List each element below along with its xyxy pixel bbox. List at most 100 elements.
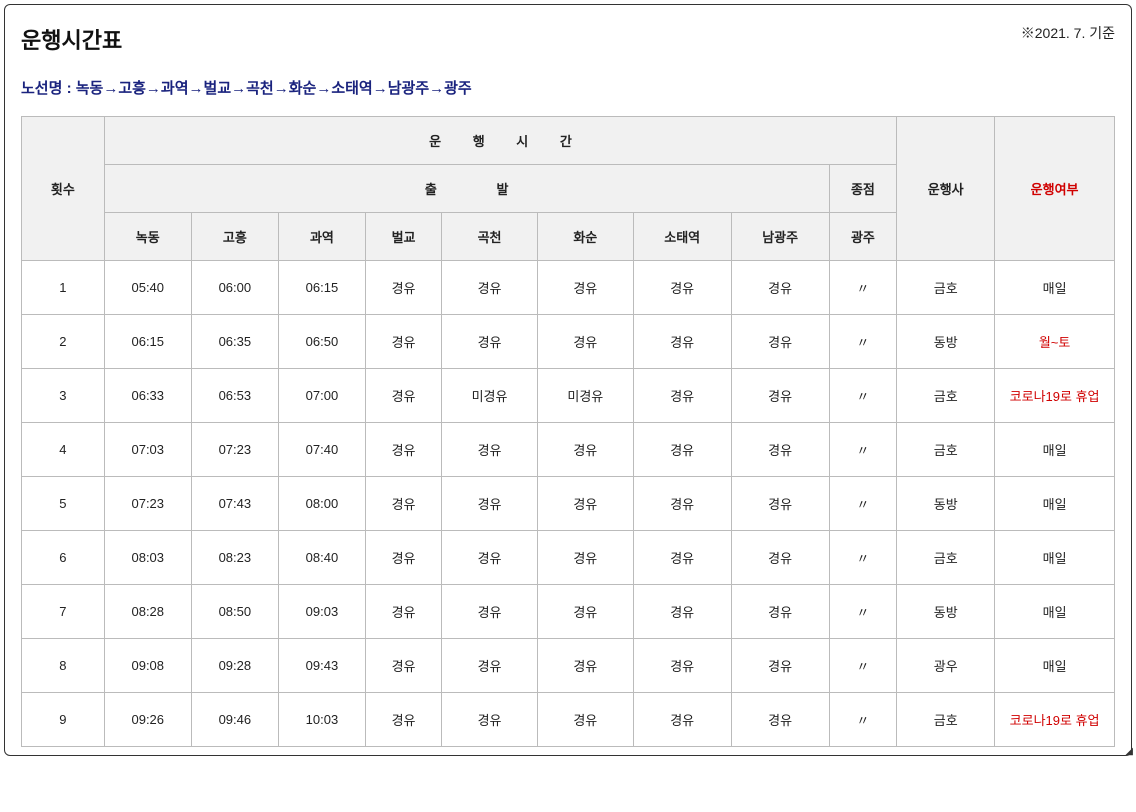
- cell-time: 경유: [365, 261, 441, 315]
- cell-time: 07:43: [191, 477, 278, 531]
- cell-time: 경유: [731, 693, 829, 747]
- table-row: 708:2808:5009:03경유경유경유경유경유〃동방매일: [22, 585, 1115, 639]
- cell-time: 07:00: [278, 369, 365, 423]
- resize-corner-icon: ◢: [1125, 746, 1133, 757]
- cell-time: 08:23: [191, 531, 278, 585]
- cell-time: 경유: [633, 477, 731, 531]
- header-row: 운행시간표 ※2021. 7. 기준: [21, 23, 1115, 55]
- cell-time: 경유: [633, 315, 731, 369]
- cell-time: 경유: [365, 423, 441, 477]
- cell-operator: 금호: [897, 693, 995, 747]
- col-stop-4: 곡천: [442, 213, 538, 261]
- cell-time: 경유: [633, 261, 731, 315]
- cell-time: 경유: [633, 531, 731, 585]
- table-row: 105:4006:0006:15경유경유경유경유경유〃금호매일: [22, 261, 1115, 315]
- cell-time: 경유: [537, 261, 633, 315]
- cell-time: 경유: [731, 315, 829, 369]
- cell-time: 〃: [829, 639, 897, 693]
- cell-status: 매일: [995, 477, 1115, 531]
- cell-time: 09:28: [191, 639, 278, 693]
- cell-time: 경유: [731, 261, 829, 315]
- cell-operator: 광우: [897, 639, 995, 693]
- col-stop-1: 고흥: [191, 213, 278, 261]
- col-stop-8: 광주: [829, 213, 897, 261]
- table-row: 809:0809:2809:43경유경유경유경유경유〃광우매일: [22, 639, 1115, 693]
- table-row: 507:2307:4308:00경유경유경유경유경유〃동방매일: [22, 477, 1115, 531]
- cell-time: 경유: [633, 423, 731, 477]
- col-trip: 횟수: [22, 117, 105, 261]
- cell-time: 경유: [537, 585, 633, 639]
- table-row: 206:1506:3506:50경유경유경유경유경유〃동방월~토: [22, 315, 1115, 369]
- cell-time: 경유: [731, 369, 829, 423]
- cell-time: 07:23: [104, 477, 191, 531]
- cell-time: 경유: [633, 693, 731, 747]
- col-stop-7: 남광주: [731, 213, 829, 261]
- cell-time: 〃: [829, 369, 897, 423]
- cell-trip-no: 3: [22, 369, 105, 423]
- cell-operator: 금호: [897, 369, 995, 423]
- cell-time: 경유: [537, 477, 633, 531]
- cell-time: 06:50: [278, 315, 365, 369]
- cell-trip-no: 4: [22, 423, 105, 477]
- cell-time: 경유: [633, 585, 731, 639]
- cell-time: 06:15: [104, 315, 191, 369]
- page-title: 운행시간표: [21, 23, 122, 55]
- cell-operator: 금호: [897, 423, 995, 477]
- as-of-label: ※2021. 7. 기준: [1021, 23, 1115, 43]
- cell-trip-no: 5: [22, 477, 105, 531]
- table-body: 105:4006:0006:15경유경유경유경유경유〃금호매일206:1506:…: [22, 261, 1115, 747]
- cell-time: 06:53: [191, 369, 278, 423]
- cell-operator: 동방: [897, 315, 995, 369]
- cell-trip-no: 2: [22, 315, 105, 369]
- cell-time: 〃: [829, 315, 897, 369]
- table-row: 909:2609:4610:03경유경유경유경유경유〃금호코로나19로 휴업: [22, 693, 1115, 747]
- cell-time: 경유: [633, 369, 731, 423]
- cell-time: 경유: [442, 315, 538, 369]
- cell-time: 경유: [731, 423, 829, 477]
- cell-trip-no: 7: [22, 585, 105, 639]
- cell-time: 09:46: [191, 693, 278, 747]
- cell-operator: 금호: [897, 531, 995, 585]
- cell-time: 경유: [731, 477, 829, 531]
- cell-time: 08:00: [278, 477, 365, 531]
- cell-status: 매일: [995, 639, 1115, 693]
- cell-time: 경유: [442, 423, 538, 477]
- cell-time: 10:03: [278, 693, 365, 747]
- cell-time: 경유: [731, 531, 829, 585]
- cell-time: 경유: [442, 693, 538, 747]
- cell-time: 경유: [537, 315, 633, 369]
- cell-time: 경유: [442, 477, 538, 531]
- cell-time: 06:00: [191, 261, 278, 315]
- cell-time: 〃: [829, 693, 897, 747]
- cell-time: 경유: [442, 261, 538, 315]
- cell-time: 09:43: [278, 639, 365, 693]
- cell-time: 경유: [365, 315, 441, 369]
- timetable: 횟수 운 행 시 간 운행사 운행여부 출 발 종점 녹동 고흥 과역 벌교 곡…: [21, 116, 1115, 747]
- cell-time: 〃: [829, 531, 897, 585]
- table-row: 407:0307:2307:40경유경유경유경유경유〃금호매일: [22, 423, 1115, 477]
- col-operator: 운행사: [897, 117, 995, 261]
- cell-time: 미경유: [442, 369, 538, 423]
- cell-status: 매일: [995, 585, 1115, 639]
- cell-time: 〃: [829, 261, 897, 315]
- cell-time: 08:40: [278, 531, 365, 585]
- cell-time: 07:40: [278, 423, 365, 477]
- timetable-container: 운행시간표 ※2021. 7. 기준 노선명 : 녹동→고흥→과역→벌교→곡천→…: [4, 4, 1132, 756]
- cell-time: 경유: [537, 639, 633, 693]
- cell-time: 07:03: [104, 423, 191, 477]
- cell-time: 경유: [731, 639, 829, 693]
- table-head: 횟수 운 행 시 간 운행사 운행여부 출 발 종점 녹동 고흥 과역 벌교 곡…: [22, 117, 1115, 261]
- cell-time: 〃: [829, 423, 897, 477]
- cell-status: 코로나19로 휴업: [995, 369, 1115, 423]
- col-departure: 출 발: [104, 165, 829, 213]
- col-terminal: 종점: [829, 165, 897, 213]
- cell-status: 매일: [995, 423, 1115, 477]
- cell-time: 05:40: [104, 261, 191, 315]
- route-name: 노선명 : 녹동→고흥→과역→벌교→곡천→화순→소태역→남광주→광주: [21, 77, 1115, 98]
- cell-time: 경유: [537, 531, 633, 585]
- cell-time: 경유: [365, 369, 441, 423]
- cell-status: 매일: [995, 531, 1115, 585]
- cell-status: 월~토: [995, 315, 1115, 369]
- cell-time: 09:03: [278, 585, 365, 639]
- cell-time: 09:26: [104, 693, 191, 747]
